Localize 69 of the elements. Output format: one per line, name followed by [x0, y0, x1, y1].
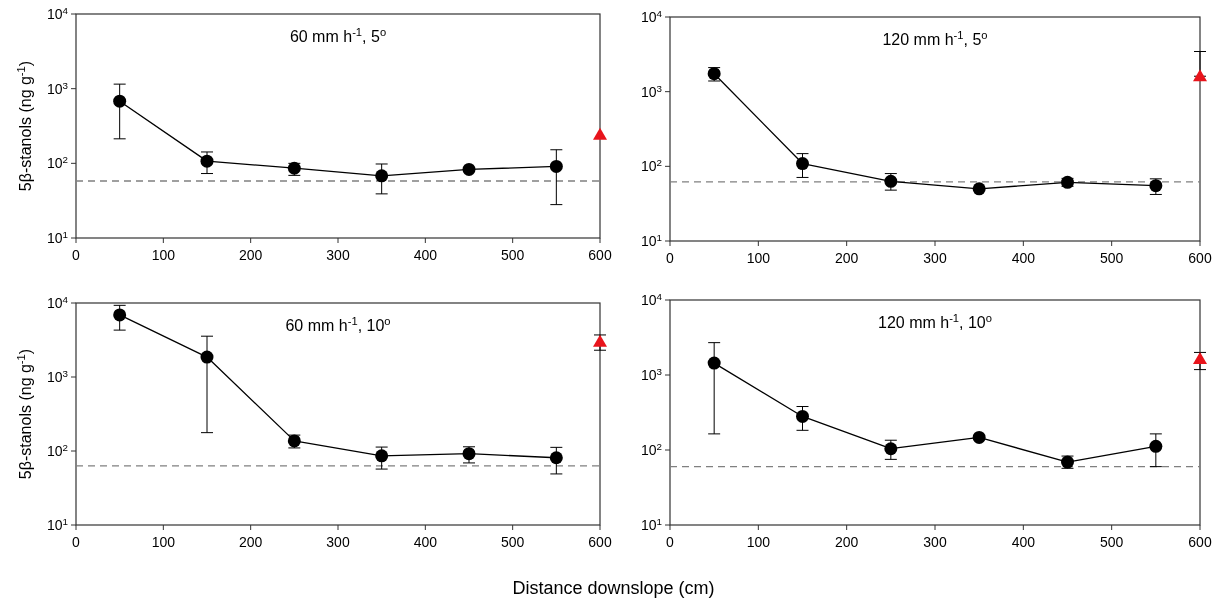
y-tick-label: 10$^{1}$ [640, 515, 662, 533]
point [972, 182, 986, 196]
x-tick-label: 500 [500, 247, 525, 263]
x-tick-label: 200 [834, 250, 859, 266]
point [462, 162, 476, 176]
y-tick-label: 10$^{1}$ [46, 515, 68, 533]
point [200, 350, 214, 364]
x-tick-label: 400 [1011, 534, 1036, 550]
x-tick-label: 100 [151, 534, 176, 550]
x-tick-label: 300 [326, 534, 350, 550]
text: 60 mm h$^{-1}$, 10$^{o}$ [285, 315, 391, 334]
x-tick-label: 500 [500, 534, 525, 550]
x-tick-label: 100 [151, 247, 176, 263]
y-tick-label: 10$^{3}$ [46, 79, 69, 97]
text: 120 mm h$^{-1}$, 5$^{o}$ [882, 29, 988, 48]
x-tick-label: 200 [238, 247, 263, 263]
point [113, 308, 127, 322]
x-tick-label: 600 [1188, 534, 1212, 550]
y-tick-label: 10$^{2}$ [46, 441, 68, 459]
x-tick-label: 600 [588, 247, 612, 263]
x-tick-label: 0 [666, 250, 675, 266]
point [200, 154, 214, 168]
x-tick-label: 400 [1011, 250, 1036, 266]
point [375, 169, 389, 183]
x-tick-label: 400 [413, 534, 438, 550]
x-tick-label: 200 [834, 534, 859, 550]
point [113, 94, 127, 108]
point [796, 157, 809, 171]
x-tick-label: 200 [238, 534, 263, 550]
x-tick-label: 300 [326, 247, 350, 263]
point [549, 451, 563, 465]
y-tick-label: 10$^{4}$ [640, 290, 663, 308]
y-tick-label: 10$^{2}$ [640, 440, 662, 458]
x-tick-label: 100 [746, 534, 771, 550]
x-tick-label: 100 [746, 250, 771, 266]
x-tick-label: 400 [413, 247, 438, 263]
y-tick-label: 10$^{4}$ [640, 7, 663, 25]
text: 60 mm h$^{-1}$, 5$^{o}$ [289, 26, 387, 45]
y-tick-label: 10$^{3}$ [640, 365, 663, 383]
x-axis-title: Distance downslope (cm) [512, 578, 715, 598]
y-tick-label: 10$^{4}$ [46, 293, 69, 311]
y-tick-label: 10$^{3}$ [640, 82, 663, 100]
y-tick-label: 10$^{3}$ [46, 367, 69, 385]
x-tick-label: 500 [1099, 534, 1124, 550]
point [707, 356, 721, 370]
point [1193, 352, 1207, 365]
y-tick-label: 10$^{4}$ [46, 4, 69, 22]
x-tick-label: 600 [588, 534, 612, 550]
x-tick-label: 500 [1099, 250, 1124, 266]
y-tick-label: 10$^{2}$ [46, 153, 68, 172]
x-tick-label: 0 [666, 534, 675, 550]
y-tick-label: 10$^{1}$ [46, 228, 68, 246]
point [1193, 69, 1207, 82]
point [972, 430, 986, 444]
point [593, 334, 607, 347]
point [796, 409, 809, 423]
y-tick-label: 10$^{2}$ [640, 156, 662, 175]
x-tick-label: 0 [72, 534, 81, 550]
text: 120 mm h$^{-1}$, 10$^{o}$ [877, 312, 993, 331]
x-tick-label: 0 [72, 247, 81, 263]
point [884, 442, 898, 456]
y-tick-label: 10$^{1}$ [640, 231, 662, 249]
point [1149, 439, 1163, 453]
point [549, 159, 563, 173]
point [375, 449, 389, 463]
x-tick-label: 300 [923, 534, 947, 550]
x-tick-label: 300 [923, 250, 947, 266]
point [593, 127, 607, 140]
x-tick-label: 600 [1188, 250, 1212, 266]
